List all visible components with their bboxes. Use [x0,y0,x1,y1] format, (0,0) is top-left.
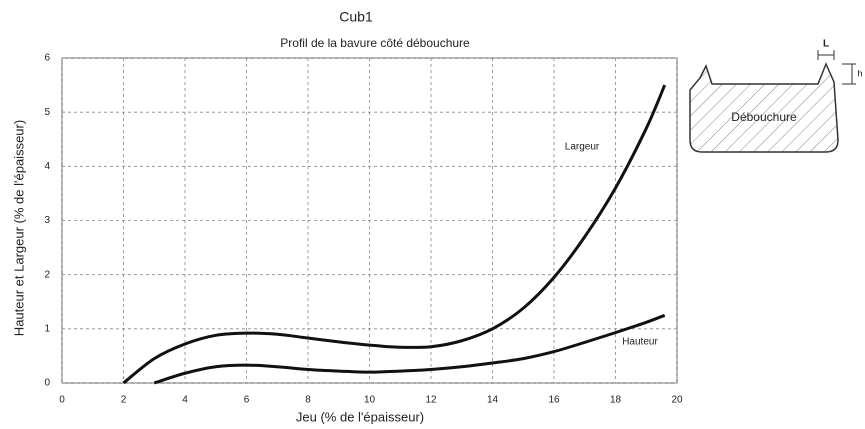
diagram-label: Débouchure [731,110,797,124]
x-tick-label: 6 [244,395,250,406]
series-label: Largeur [565,142,600,153]
x-tick-label: 4 [182,395,188,406]
x-tick-label: 10 [364,395,376,406]
y-tick-label: 0 [44,378,50,389]
height-label: h [857,68,862,78]
diagram: Débouchure L h [689,39,863,153]
x-tick-label: 12 [425,395,437,406]
x-axis-label: Jeu (% de l'épaisseur) [296,409,424,424]
x-tick-label: 16 [548,395,560,406]
chart-title: Cub1 [339,9,373,25]
x-tick-label: 0 [59,395,65,406]
series-line [122,84,667,385]
chart-subtitle: Profil de la bavure côté débouchure [280,36,470,50]
series-line [153,313,666,385]
y-tick-label: 6 [44,53,50,64]
x-tick-label: 8 [305,395,311,406]
width-label: L [823,39,829,50]
y-axis-label: Hauteur et Largeur (% de l'épaisseur) [11,120,26,336]
x-tick-label: 20 [671,395,683,406]
series-label: Hauteur [622,337,658,348]
y-tick-label: 5 [44,107,50,118]
y-tick-label: 4 [44,161,50,172]
y-tick-label: 3 [44,215,50,226]
diagram-shape [689,62,839,153]
x-tick-label: 2 [121,395,127,406]
y-tick-label: 2 [44,269,50,280]
x-tick-label: 18 [610,395,622,406]
y-tick-label: 1 [44,323,50,334]
x-tick-label: 14 [487,395,499,406]
